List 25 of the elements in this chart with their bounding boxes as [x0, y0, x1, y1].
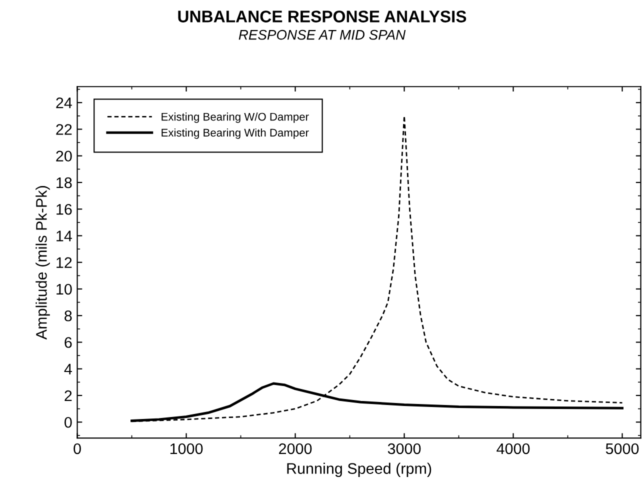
x-tick-label: 5000 [606, 443, 639, 454]
chart-title: UNBALANCE RESPONSE ANALYSIS [178, 10, 466, 22]
y-tick-label: 18 [56, 177, 72, 188]
x-tick-label: 2000 [279, 443, 312, 454]
y-tick-label: 2 [64, 390, 72, 402]
x-tick-label: 4000 [496, 443, 530, 454]
y-axis-title: Amplitude (mils Pk-Pk) [36, 186, 50, 340]
x-tick-label: 3000 [388, 443, 421, 454]
y-tick-label: 0 [64, 416, 72, 428]
chart-subtitle: RESPONSE AT MID SPAN [238, 30, 406, 40]
legend-label: Existing Bearing With Damper [162, 128, 309, 139]
y-tick-label: 4 [64, 364, 72, 374]
y-tick-label: 24 [56, 97, 72, 108]
y-tick-label: 6 [64, 337, 72, 348]
y-tick-label: 14 [56, 230, 72, 242]
x-tick-label: 1000 [170, 443, 203, 454]
x-axis-title: Running Speed (rpm) [287, 462, 432, 477]
x-tick-label: 0 [74, 443, 81, 454]
legend-label: Existing Bearing W/O Damper [162, 112, 309, 123]
y-tick-label: 8 [64, 310, 72, 322]
y-tick-label: 16 [56, 204, 72, 215]
y-tick-label: 10 [56, 284, 72, 295]
y-tick-label: 12 [56, 257, 72, 268]
y-tick-label: 20 [56, 150, 72, 162]
y-tick-label: 22 [56, 124, 72, 135]
